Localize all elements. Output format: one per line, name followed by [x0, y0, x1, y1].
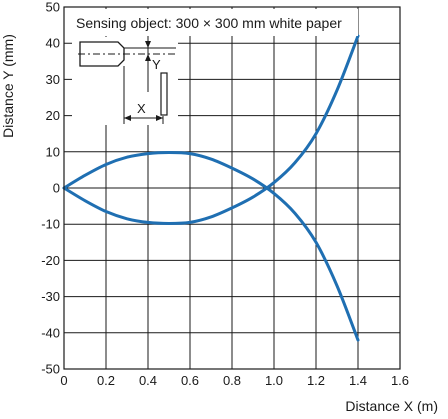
y-tick-label: 0: [53, 181, 60, 196]
inset-diagram: Y X: [72, 37, 178, 125]
y-arrow-down-icon: [145, 54, 151, 61]
series-line-2: [62, 34, 360, 225]
y-axis-label: Distance Y (mm): [0, 34, 16, 138]
y-arrow-up-icon: [145, 41, 151, 48]
x-tick-label: 0.2: [97, 373, 115, 388]
x-arrow-left-icon: [124, 115, 131, 121]
y-tick-label: 30: [46, 72, 60, 87]
x-axis-label: Distance X (m): [345, 398, 438, 414]
series-group: [62, 34, 360, 342]
target-plate-icon: [160, 72, 168, 116]
y-tick-label: -20: [41, 253, 60, 268]
plot-frame: [63, 6, 401, 370]
annotation-text: Sensing object: 300 × 300 mm white paper: [76, 15, 342, 31]
y-tick-label: -10: [41, 217, 60, 232]
y-tick-label: 10: [46, 144, 60, 159]
tick-labels: 0 0.2 0.4 0.6 0.8 1.0 1.2 1.4 1.6 50 40 30 20 10 0 -10 -…: [41, 0, 409, 388]
y-tick-label: 20: [46, 108, 60, 123]
y-tick-label: -30: [41, 289, 60, 304]
x-tick-label: 0.4: [139, 373, 157, 388]
annotation-box: Sensing object: 300 × 300 mm white paper: [72, 9, 358, 36]
sensor-icon: [79, 41, 125, 67]
y-tick-label: -40: [41, 325, 60, 340]
inset-x-label: X: [137, 101, 146, 116]
y-tick-label: -50: [41, 362, 60, 377]
x-tick-label: 0.8: [223, 373, 241, 388]
x-tick-label: 1.2: [307, 373, 325, 388]
x-tick-label: 0.6: [181, 373, 199, 388]
inset-y-label: Y: [152, 57, 161, 72]
grid: [64, 7, 400, 369]
x-tick-label: 0: [60, 373, 67, 388]
x-arrow-right-icon: [156, 115, 163, 121]
y-tick-label: 40: [46, 36, 60, 51]
series-line-1: [62, 151, 360, 342]
y-tick-label: 50: [46, 0, 60, 15]
x-tick-label: 1.4: [349, 373, 367, 388]
x-tick-label: 1.0: [265, 373, 283, 388]
x-tick-label: 1.6: [391, 373, 409, 388]
